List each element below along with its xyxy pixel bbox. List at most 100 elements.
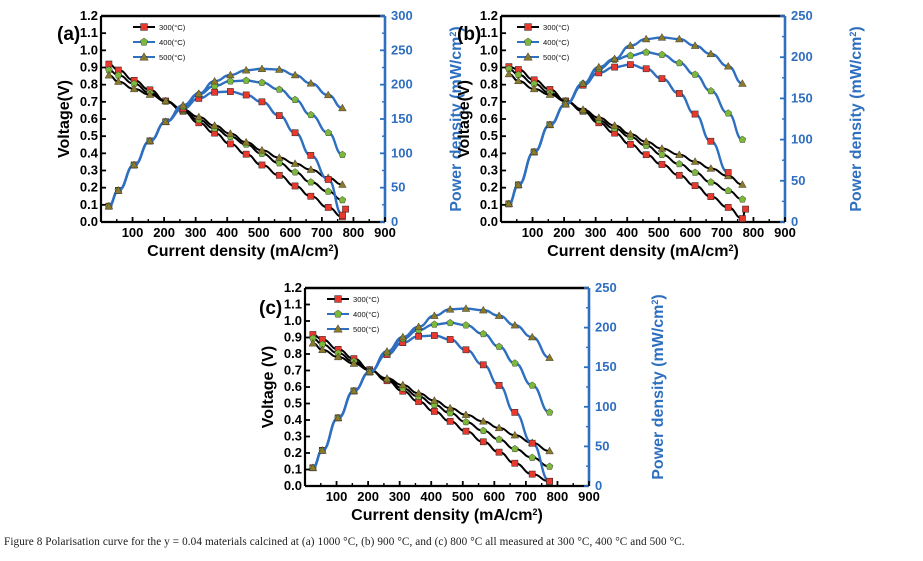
- data-point-pentagon: [691, 168, 699, 176]
- y-axis-title: Voltage(V): [456, 80, 473, 158]
- y-tick-label: 0.4: [80, 145, 99, 160]
- x-tick-label: 100: [522, 225, 544, 240]
- y-tick-label: 0.9: [80, 60, 98, 75]
- data-point-triangle: [527, 332, 537, 341]
- data-point-square: [511, 459, 519, 467]
- data-point-pentagon: [139, 37, 149, 46]
- y2-axis-title-group: Power density (mW/cm2): [650, 294, 667, 480]
- data-point-triangle: [529, 147, 539, 156]
- data-point-square: [675, 171, 683, 179]
- data-point-square: [462, 427, 470, 435]
- y2-tick-label: 100: [391, 145, 413, 160]
- data-point-triangle: [290, 70, 300, 79]
- data-point-pentagon: [291, 168, 299, 176]
- data-point-square: [307, 152, 315, 159]
- data-point-triangle: [738, 180, 747, 188]
- plot-background: [305, 288, 589, 486]
- y2-axis-title: Power density (mW/cm2): [848, 26, 865, 212]
- data-point-square: [446, 417, 454, 425]
- data-point-pentagon: [707, 87, 715, 95]
- data-point-triangle: [129, 84, 139, 93]
- y-tick-label: 0.5: [480, 128, 498, 143]
- y-tick-label: 0.5: [284, 396, 302, 411]
- y-tick-label: 0.1: [284, 462, 302, 477]
- data-point-pentagon: [324, 128, 332, 136]
- data-point-square: [495, 382, 503, 389]
- data-point-triangle: [514, 180, 523, 189]
- chart-legend: 300(°C) 400(°C) 500(°C): [517, 23, 570, 62]
- data-point-triangle: [338, 180, 347, 188]
- y2-tick-label: 0: [595, 478, 602, 493]
- y2-tick-label: 200: [595, 320, 617, 335]
- data-point-pentagon: [275, 159, 284, 167]
- y-axis-title: Voltage(V): [56, 80, 73, 158]
- data-point-triangle: [139, 52, 149, 61]
- data-point-square: [258, 161, 266, 169]
- x-tick-label: 700: [311, 225, 333, 240]
- y-tick-label: 0.2: [284, 445, 302, 460]
- data-point-triangle: [545, 90, 555, 98]
- x-tick-label: 800: [743, 225, 765, 240]
- y-tick-label: 1.2: [284, 280, 302, 295]
- y2-axis-title-group: Power density (mW/cm2): [448, 26, 465, 212]
- data-point-pentagon: [462, 321, 470, 329]
- data-point-square: [528, 439, 536, 447]
- data-point-square: [307, 192, 315, 200]
- data-point-pentagon: [242, 76, 250, 84]
- data-point-pentagon: [446, 318, 454, 327]
- series-line: [311, 307, 551, 469]
- y-axis-title: Voltage (V): [260, 346, 277, 428]
- data-point-pentagon: [291, 95, 299, 103]
- legend-label: 500(°C): [353, 325, 380, 334]
- data-point-triangle: [561, 99, 570, 108]
- data-point-pentagon: [511, 444, 519, 453]
- y2-tick-label: 150: [595, 359, 617, 374]
- data-point-pentagon: [523, 37, 533, 46]
- y-tick-label: 0.3: [480, 163, 498, 178]
- data-point-triangle: [210, 121, 219, 129]
- y-tick-label: 0.7: [480, 94, 498, 109]
- x-tick-label: 700: [711, 225, 733, 240]
- y-tick-label: 0.2: [480, 180, 498, 195]
- data-point-square: [140, 23, 148, 31]
- data-point-pentagon: [545, 408, 554, 416]
- figure-container: 0.0 0.1 0.2 0.3 0.4 0.5 0.6 0.7 0.8 0.9 1.0 1.1 1.2 0…: [56, 8, 865, 524]
- data-point-square: [446, 336, 454, 343]
- data-point-square: [627, 61, 634, 68]
- data-point-triangle: [414, 322, 423, 330]
- data-point-triangle: [104, 201, 114, 210]
- data-point-triangle: [210, 76, 219, 85]
- data-point-triangle: [349, 386, 359, 395]
- y2-tick-label: 250: [791, 8, 813, 23]
- data-point-triangle: [194, 89, 204, 97]
- data-point-triangle: [308, 338, 318, 347]
- data-point-pentagon: [430, 320, 439, 328]
- y2-tick-label: 200: [391, 77, 413, 92]
- data-point-triangle: [461, 410, 471, 418]
- panel-label: (b): [457, 24, 481, 45]
- data-point-square: [691, 110, 699, 118]
- data-point-triangle: [226, 129, 235, 137]
- data-point-square: [658, 161, 666, 168]
- y-tick-label: 0.3: [284, 429, 302, 444]
- x-tick-label: 600: [679, 225, 701, 240]
- data-point-triangle: [306, 79, 316, 87]
- data-point-triangle: [479, 417, 488, 425]
- y-tick-label: 0.8: [480, 77, 498, 92]
- legend-label: 300(°C): [159, 23, 186, 32]
- data-point-square: [211, 88, 218, 96]
- x-tick-label: 500: [452, 489, 474, 504]
- y2-tick-label: 50: [595, 438, 609, 453]
- y-tick-label: 1.2: [480, 8, 498, 23]
- data-point-pentagon: [528, 381, 536, 389]
- data-point-triangle: [290, 159, 300, 167]
- data-point-triangle: [178, 100, 188, 109]
- data-point-pentagon: [707, 178, 715, 186]
- data-point-pentagon: [479, 330, 488, 338]
- x-tick-label: 300: [585, 225, 607, 240]
- data-point-pentagon: [495, 435, 503, 443]
- data-point-square: [742, 205, 749, 213]
- data-point-triangle: [414, 388, 423, 397]
- data-point-triangle: [545, 353, 554, 361]
- data-point-square: [739, 215, 746, 222]
